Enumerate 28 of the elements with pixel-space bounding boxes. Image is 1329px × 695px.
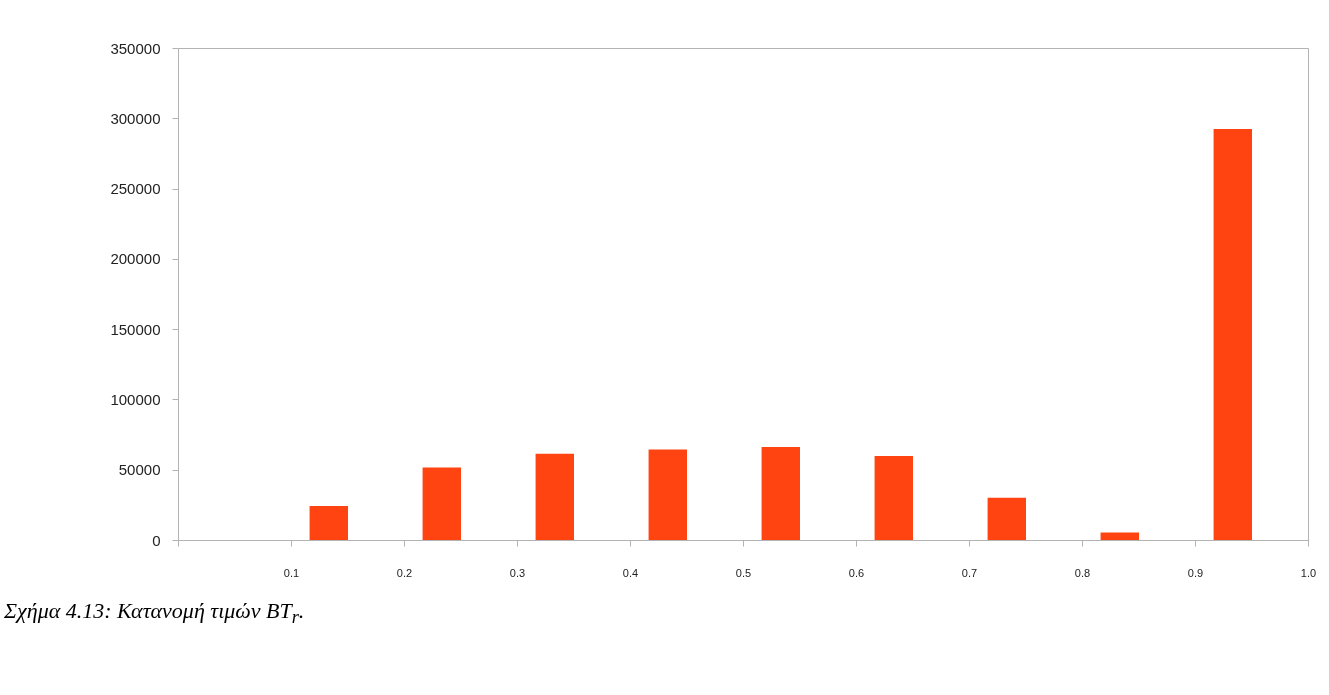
- bar: [309, 506, 348, 541]
- x-tick-label: 0.4: [622, 566, 639, 579]
- y-tick-label: 250000: [110, 180, 161, 198]
- y-tick-label: 200000: [110, 250, 161, 268]
- x-tick-label: 1.0: [1300, 566, 1317, 579]
- x-tick-label: 0.3: [509, 566, 526, 579]
- y-tick-label: 0: [152, 531, 161, 549]
- bar: [535, 453, 574, 541]
- bar: [987, 497, 1026, 541]
- x-tick-label: 0.6: [848, 566, 865, 579]
- x-tick-label: 0.2: [396, 566, 413, 579]
- x-tick-label: 0.5: [735, 566, 752, 579]
- bar: [1100, 532, 1139, 541]
- y-tick-label: 150000: [110, 320, 161, 338]
- y-tick-label: 350000: [110, 39, 161, 57]
- bar: [761, 447, 800, 541]
- y-tick-label: 300000: [110, 109, 161, 127]
- y-tick-label: 100000: [110, 390, 161, 408]
- y-tick-label: 50000: [118, 461, 161, 479]
- bar: [648, 449, 687, 541]
- bar: [1213, 128, 1252, 541]
- x-tick-label: 0.1: [283, 566, 300, 579]
- bar: [874, 455, 913, 541]
- x-tick-label: 0.9: [1187, 566, 1204, 579]
- text: Σχήμα 4.13: Κατανομή τιμών BT$_{r}$.: [4, 598, 305, 628]
- x-tick-label: 0.7: [961, 566, 978, 579]
- x-tick-label: 0.8: [1074, 566, 1091, 579]
- bar: [422, 467, 461, 541]
